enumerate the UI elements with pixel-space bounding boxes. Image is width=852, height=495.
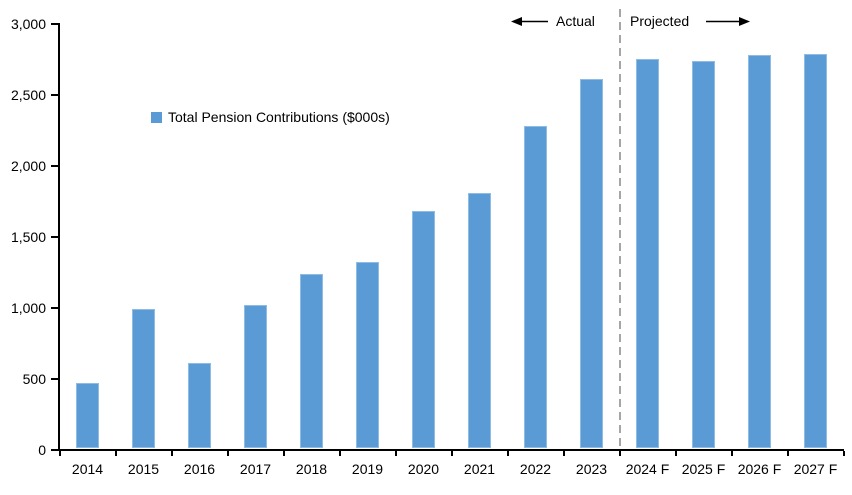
y-tick-label: 1,000 [10, 299, 46, 316]
x-tick-label-2023: 2023 [575, 461, 608, 477]
x-tick-label-2017: 2017 [239, 461, 272, 477]
bar-2026-f [748, 55, 771, 449]
x-axis-tick [170, 450, 173, 456]
y-tick-label: 1,500 [10, 228, 46, 245]
x-tick-label-2020: 2020 [407, 461, 440, 477]
x-axis-tick [618, 450, 621, 456]
x-tick-label-2026-f: 2026 F [737, 461, 782, 477]
x-tick-label-2027-f: 2027 F [793, 461, 838, 477]
y-axis-tick [51, 448, 58, 451]
x-axis-tick [786, 450, 789, 456]
x-axis-tick [842, 450, 845, 456]
x-tick-label-2018: 2018 [295, 461, 328, 477]
bar-2017 [244, 304, 267, 449]
projected-label: Projected [630, 13, 690, 29]
y-axis-line [58, 23, 60, 451]
x-axis-tick [114, 450, 117, 456]
x-tick-label-2022: 2022 [519, 461, 552, 477]
x-axis-tick [506, 450, 509, 456]
actual-label: Actual [556, 13, 595, 29]
x-tick-label-2024-f: 2024 F [625, 461, 670, 477]
x-axis-tick [282, 450, 285, 456]
bar-2023 [580, 79, 603, 449]
x-tick-label-2015: 2015 [127, 461, 160, 477]
legend: Total Pension Contributions ($000s) [151, 108, 390, 126]
x-axis-tick [562, 450, 565, 456]
y-axis-tick [51, 23, 58, 25]
bar-2018 [300, 273, 323, 449]
x-tick-label-2014: 2014 [71, 461, 104, 477]
y-axis-tick [51, 93, 58, 96]
x-axis-tick [394, 450, 397, 456]
x-axis-tick [226, 450, 229, 456]
y-tick-label: 2,000 [10, 157, 46, 174]
x-tick-label-2025-f: 2025 F [681, 461, 726, 477]
left-arrow-icon [511, 17, 548, 26]
x-axis-tick [58, 450, 61, 456]
bar-2027-f [804, 53, 827, 449]
bar-2016 [188, 362, 211, 449]
y-axis-tick [51, 235, 58, 238]
x-axis-line [58, 448, 844, 451]
bar-2014 [76, 382, 99, 449]
bar-2025-f [692, 60, 715, 449]
bar-2021 [468, 192, 491, 449]
right-arrow-icon [706, 17, 750, 26]
x-tick-label-2019: 2019 [351, 461, 384, 477]
y-axis-tick [51, 306, 58, 309]
y-tick-label: 2,500 [10, 86, 46, 103]
x-tick-label-2016: 2016 [183, 461, 216, 477]
x-axis-tick [338, 450, 341, 456]
x-tick-label-2021: 2021 [463, 461, 496, 477]
y-axis-tick [51, 377, 58, 380]
actual-projected-divider [618, 9, 621, 450]
y-tick-label: 0 [38, 441, 46, 458]
x-axis-tick [730, 450, 733, 456]
x-axis-tick [450, 450, 453, 456]
bar-2019 [356, 262, 379, 449]
legend-swatch-icon [151, 111, 162, 123]
bar-2022 [524, 126, 547, 449]
bar-2024-f [636, 59, 659, 449]
y-tick-label: 3,000 [10, 16, 46, 32]
bar-2020 [412, 211, 435, 449]
bar-2015 [132, 309, 155, 449]
y-axis-tick [51, 164, 58, 167]
y-tick-label: 500 [22, 370, 46, 387]
x-axis-tick [674, 450, 677, 456]
legend-label: Total Pension Contributions ($000s) [168, 109, 390, 125]
